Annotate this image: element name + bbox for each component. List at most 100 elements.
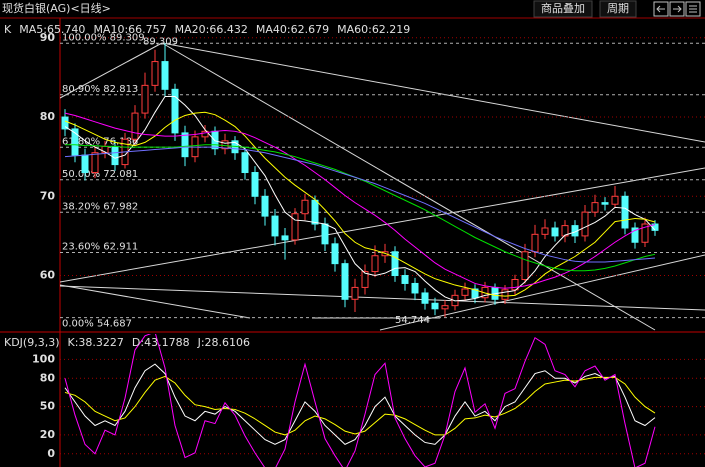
legend-entry: D:43.1788 — [132, 336, 190, 349]
kdj-panel: 0 20 50 80 100 KDJ(9,3,3) K:38.3227 D:43.1788 J:… — [4, 334, 705, 467]
legend-entry: J:28.6106 — [197, 336, 250, 349]
candle-body — [131, 112, 139, 140]
candle-body — [551, 227, 559, 237]
candle-body — [411, 282, 419, 294]
legend-entry: MA40:62.679 — [256, 23, 329, 36]
candle-body — [531, 233, 539, 253]
fib-label: 38.20% 67.982 — [62, 201, 138, 212]
lines — [64, 95, 656, 302]
candle-body — [521, 251, 529, 280]
candle-body — [471, 288, 479, 299]
candle-body — [311, 199, 319, 225]
fib-label: 0.00% 54.687 — [62, 319, 132, 330]
candle-body — [141, 84, 149, 114]
candle-body — [421, 292, 429, 304]
candle-body — [351, 286, 359, 300]
candle-body — [441, 305, 449, 310]
icon-arrow — [673, 5, 682, 13]
y-tick-label: 70 — [40, 189, 56, 202]
candle-body — [301, 199, 309, 215]
candle-body — [291, 213, 299, 241]
legend-entry: MA10:66.757 — [93, 23, 166, 36]
window-title: 现货白银(AG)<日线> — [2, 1, 111, 15]
candle-body — [271, 215, 279, 237]
legend-title: KDJ(9,3,3) — [4, 336, 60, 349]
candle-body — [81, 154, 89, 174]
line-series — [64, 334, 656, 467]
candle-body — [631, 227, 639, 243]
trendline — [60, 284, 251, 319]
y-tick-label: 100 — [32, 352, 55, 365]
fib-label: 100.00% 89.309 — [62, 32, 145, 43]
candle-body — [111, 145, 119, 166]
candle-body — [641, 223, 649, 243]
period-button-frame[interactable] — [599, 0, 637, 18]
candle-body — [61, 116, 69, 130]
candle-body — [171, 88, 179, 134]
candle-body — [431, 302, 439, 310]
candle-body — [401, 275, 409, 284]
fib-label: 80.90% 82.813 — [62, 84, 138, 95]
candle-body — [331, 243, 339, 265]
overlay-button[interactable]: 商品叠加 — [541, 1, 585, 15]
trendline — [161, 42, 656, 331]
y-tick-label: 80 — [40, 371, 56, 384]
icon-lines — [689, 5, 697, 13]
candle-body — [371, 255, 379, 273]
candle-body — [251, 172, 259, 197]
fib-label: 23.60% 62.911 — [62, 241, 138, 252]
trendlines — [60, 42, 705, 331]
candle-body — [581, 211, 589, 237]
candle-body — [91, 152, 99, 174]
fib-label: 50.00% 72.081 — [62, 169, 138, 180]
y-tick-label: 60 — [40, 269, 56, 282]
candle-body — [211, 130, 219, 150]
fib-label: 61.80% 76.186 — [62, 136, 138, 147]
line-series — [64, 112, 656, 289]
candle-body — [621, 195, 629, 229]
icon-arrow — [656, 5, 665, 13]
candle-body — [181, 132, 189, 158]
main-panel: 60 70 80 90 100.00% 89.309 80.90% 82.813 61.80… — [4, 23, 705, 330]
candle-body — [501, 289, 509, 300]
overlay-button-frame[interactable] — [533, 0, 593, 18]
y-tick-label: 80 — [40, 110, 56, 123]
trendline — [161, 42, 705, 143]
candle-body — [161, 61, 169, 90]
y-tick-label: 20 — [40, 428, 56, 441]
candle-body — [601, 202, 609, 205]
candle-body — [591, 202, 599, 213]
legend-entry: MA5:65.740 — [19, 23, 85, 36]
y-tick-label: 50 — [40, 400, 56, 413]
candle-body — [361, 271, 369, 288]
legend-entry: MA20:66.432 — [175, 23, 248, 36]
trendline — [60, 167, 705, 283]
legend-title: K — [4, 23, 12, 36]
candle-body — [281, 235, 289, 241]
candle-body — [461, 288, 469, 296]
trendline — [60, 285, 705, 311]
candle-body — [541, 227, 549, 235]
legend-entry: K:38.3227 — [68, 336, 124, 349]
period-button[interactable]: 周期 — [607, 2, 629, 15]
candle-body — [201, 130, 209, 138]
trendline — [60, 42, 163, 99]
candle-body — [611, 195, 619, 205]
line-series — [64, 111, 656, 297]
candle-body — [151, 61, 159, 86]
candle-body — [341, 263, 349, 300]
line-series — [64, 95, 656, 302]
high-label: 89.309 — [143, 36, 178, 47]
candle-body — [241, 152, 249, 174]
candle-body — [561, 225, 569, 237]
candle-body — [71, 128, 79, 156]
lines — [64, 334, 656, 467]
candle-body — [391, 251, 399, 277]
candle-body — [321, 223, 329, 245]
y-tick-label: 90 — [40, 31, 56, 44]
line-series — [64, 146, 656, 263]
candle-body — [221, 140, 229, 150]
